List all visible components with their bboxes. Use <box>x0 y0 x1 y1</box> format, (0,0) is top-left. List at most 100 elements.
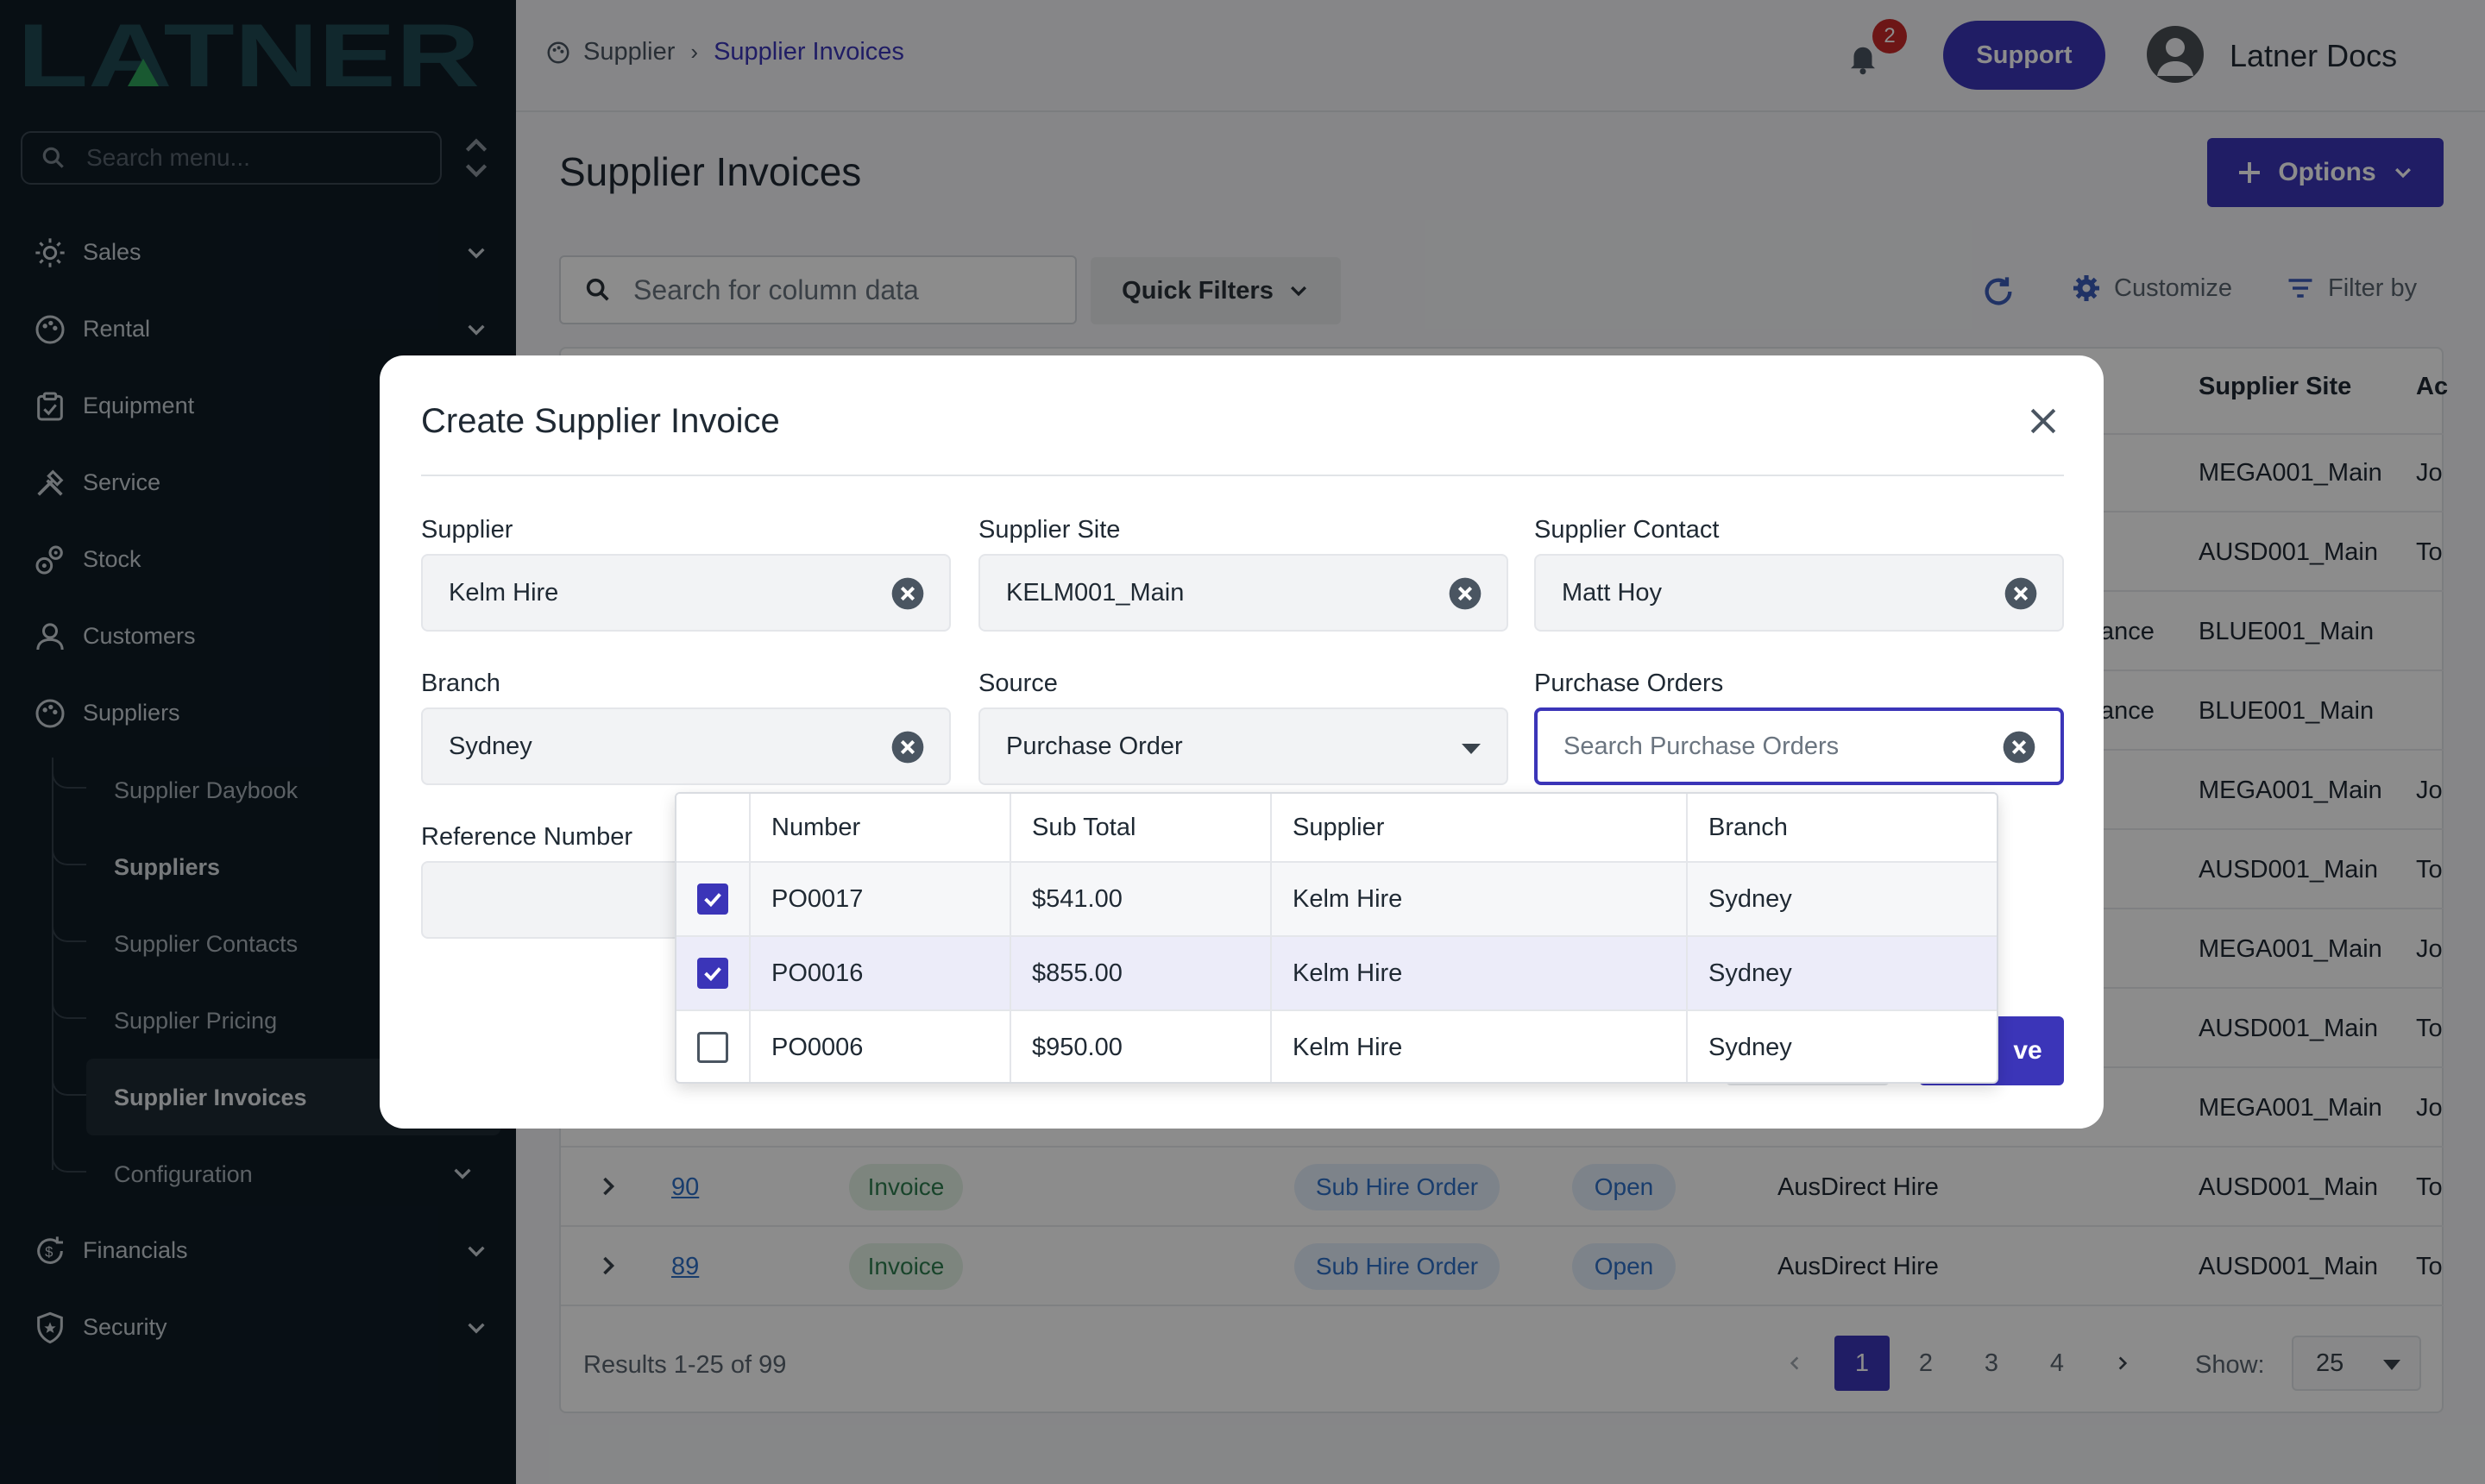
tree-branch <box>52 770 86 789</box>
clear-icon[interactable] <box>2004 576 2038 611</box>
svg-text:LATNER: LATNER <box>17 16 480 93</box>
supplier-site-field[interactable]: KELM001_Main <box>978 554 1508 632</box>
column-header-ac[interactable]: Ac <box>2416 373 2449 400</box>
user-icon <box>2157 38 2193 76</box>
results-count: Results 1-25 of 99 <box>583 1351 787 1379</box>
filter-by-button[interactable]: Filter by <box>2285 273 2417 304</box>
avatar[interactable] <box>2147 26 2204 83</box>
supplier-site-cell: BLUE001_Main <box>2199 618 2375 645</box>
page-button-4[interactable]: 4 <box>2049 1349 2065 1377</box>
po-supplier-cell: Kelm Hire <box>1270 863 1686 935</box>
clear-icon[interactable] <box>2002 730 2036 764</box>
service-icon <box>31 464 69 502</box>
support-button[interactable]: Support <box>1943 21 2105 90</box>
page-size-select[interactable]: 25 <box>2292 1336 2421 1391</box>
customize-label: Customize <box>2114 274 2232 302</box>
clear-icon[interactable] <box>890 730 925 764</box>
table-row[interactable] <box>561 1227 2444 1306</box>
po-row[interactable]: PO0006 $950.00 Kelm Hire Sydney <box>676 1009 1997 1082</box>
close-icon[interactable] <box>2024 402 2062 440</box>
collapse-sidebar-icon[interactable] <box>461 138 492 178</box>
page-button-2[interactable]: 2 <box>1918 1349 1934 1377</box>
sidebar-item-label: Service <box>83 469 161 495</box>
reference-number-label: Reference Number <box>421 823 632 851</box>
po-subtotal-cell: $950.00 <box>1010 1011 1270 1082</box>
chevron-down-icon <box>1290 286 1306 297</box>
table-row[interactable] <box>561 1148 2444 1227</box>
sidebar-subitem-supplier-pricing[interactable]: Supplier Pricing <box>0 982 516 1059</box>
po-table-header: Number Sub Total Supplier Branch <box>676 794 1997 861</box>
expand-row-icon[interactable] <box>595 1253 621 1279</box>
po-subtotal-cell: $855.00 <box>1010 937 1270 1009</box>
chevron-right-icon <box>2118 1356 2128 1370</box>
sidebar-item-suppliers[interactable]: Suppliers <box>0 675 516 751</box>
supplier-cell: AusDirect Hire <box>1777 1173 1939 1201</box>
source-badge: Sub Hire Order <box>1294 1243 1500 1290</box>
financials-icon: $ <box>31 1232 69 1270</box>
clear-icon[interactable] <box>1448 576 1482 611</box>
checkbox-checked[interactable] <box>697 883 728 915</box>
supplier-site-cell: AUSD001_Main <box>2199 1253 2378 1280</box>
purchase-orders-label: Purchase Orders <box>1534 670 1724 697</box>
quick-filters-button[interactable]: Quick Filters <box>1091 257 1341 324</box>
table-row[interactable] <box>561 1068 2444 1148</box>
svg-text:$: $ <box>45 1243 53 1260</box>
invoice-id-link[interactable]: 89 <box>671 1253 700 1280</box>
user-name[interactable]: Latner Docs <box>2230 38 2398 73</box>
branch-field[interactable]: Sydney <box>421 707 951 785</box>
latner-logo[interactable]: LATNER <box>17 16 483 93</box>
po-row[interactable]: PO0016 $855.00 Kelm Hire Sydney <box>676 935 1997 1009</box>
invoice-id-link[interactable]: 90 <box>671 1173 700 1201</box>
source-select[interactable]: Purchase Order <box>978 707 1508 785</box>
refresh-icon[interactable] <box>1981 274 2016 309</box>
column-search-placeholder: Search for column data <box>633 274 919 305</box>
breadcrumb-supplier-invoices[interactable]: Supplier Invoices <box>714 38 904 66</box>
plus-icon <box>2239 162 2261 183</box>
sidebar-subitem-supplier-daybook[interactable]: Supplier Daybook <box>0 751 516 828</box>
sidebar-item-sales[interactable]: Sales <box>0 214 516 291</box>
branch-value: Sydney <box>449 732 532 760</box>
next-page-button[interactable] <box>2095 1336 2150 1391</box>
checkbox[interactable] <box>697 1032 728 1063</box>
clear-icon[interactable] <box>890 576 925 611</box>
sidebar-subitem-configuration[interactable]: Configuration <box>0 1135 516 1212</box>
caret-down-icon <box>1462 744 1481 754</box>
sidebar-item-security[interactable]: Security <box>0 1289 516 1366</box>
bell-icon[interactable] <box>1845 38 1881 78</box>
filter-by-label: Filter by <box>2328 274 2418 302</box>
sidebar-subitem-supplier-contacts[interactable]: Supplier Contacts <box>0 905 516 982</box>
po-row[interactable]: PO0017 $541.00 Kelm Hire Sydney <box>676 861 1997 935</box>
sidebar-item-rental[interactable]: Rental <box>0 291 516 368</box>
sidebar-item-service[interactable]: Service <box>0 444 516 521</box>
po-branch-cell: Sydney <box>1686 937 1997 1009</box>
sidebar-item-financials[interactable]: $ Financials <box>0 1212 516 1289</box>
breadcrumb-supplier[interactable]: Supplier <box>583 38 676 66</box>
tree-branch <box>52 1000 86 1019</box>
supplier-site-value: KELM001_Main <box>1006 578 1185 607</box>
column-header-supplier-site[interactable]: Supplier Site <box>2199 373 2352 400</box>
page-button-3[interactable]: 3 <box>1984 1349 1999 1377</box>
column-search-input[interactable]: Search for column data <box>559 255 1077 324</box>
sidebar-item-customers[interactable]: Customers <box>0 598 516 675</box>
ac-cell: To <box>2416 1015 2443 1042</box>
purchase-orders-search-input[interactable]: Search Purchase Orders <box>1534 707 2064 785</box>
customize-button[interactable]: Customize <box>2071 273 2232 304</box>
sidebar-item-stock[interactable]: Stock <box>0 521 516 598</box>
prev-page-button[interactable] <box>1767 1336 1822 1391</box>
po-select-cell <box>676 1011 749 1082</box>
page-button-1[interactable]: 1 <box>1834 1336 1890 1391</box>
sidebar-subitem-label: Supplier Invoices <box>114 1085 307 1110</box>
po-branch-cell: Sydney <box>1686 1011 1997 1082</box>
chevron-down-icon <box>454 1168 471 1179</box>
checkbox-checked[interactable] <box>697 958 728 989</box>
page-title: Supplier Invoices <box>559 149 862 194</box>
search-icon <box>42 147 64 168</box>
sidebar-subitem-suppliers[interactable]: Suppliers <box>0 828 516 905</box>
menu-search-input[interactable]: Search menu... <box>21 131 442 185</box>
sidebar-item-equipment[interactable]: Equipment <box>0 368 516 444</box>
expand-row-icon[interactable] <box>595 1173 621 1199</box>
options-button[interactable]: Options <box>2207 138 2444 207</box>
sidebar-subitem-label: Suppliers <box>114 854 221 880</box>
supplier-field[interactable]: Kelm Hire <box>421 554 951 632</box>
supplier-contact-field[interactable]: Matt Hoy <box>1534 554 2064 632</box>
